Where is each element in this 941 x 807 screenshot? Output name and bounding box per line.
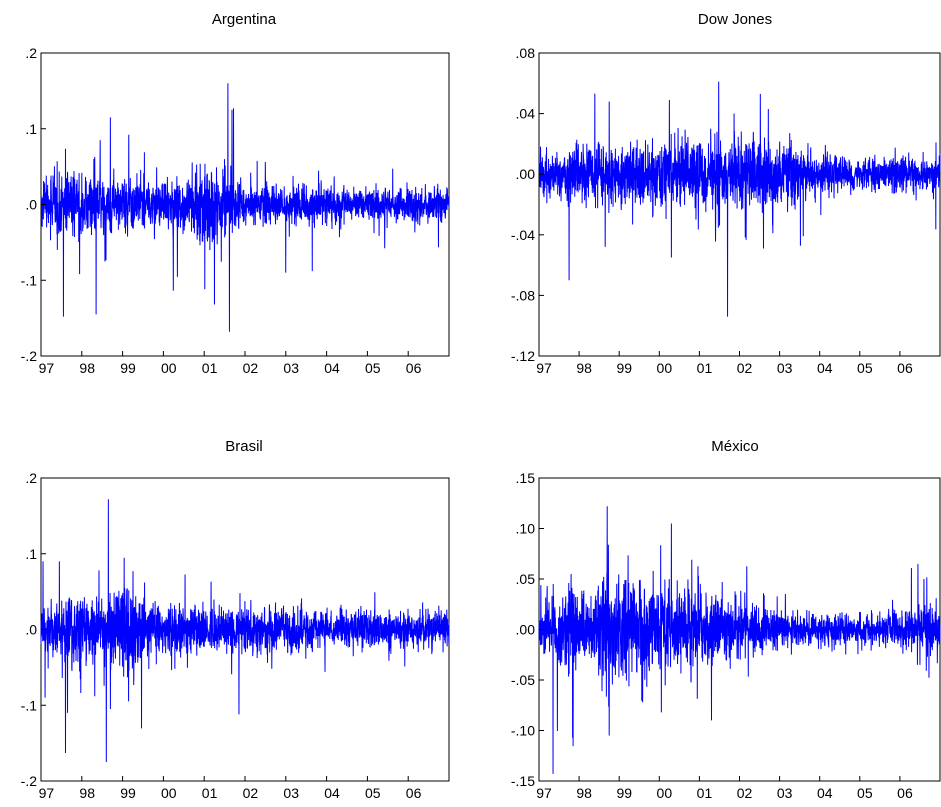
series-group <box>40 499 450 763</box>
x-tick-label: 06 <box>897 360 913 376</box>
x-axis: 97 98 99 00 01 02 03 04 05 06 <box>536 776 913 801</box>
chart-title: México <box>711 438 759 455</box>
x-tick-label: 97 <box>536 360 552 376</box>
plot-frame <box>538 52 941 357</box>
x-tick-label: 02 <box>737 360 753 376</box>
y-tick-label: .1 <box>25 546 37 562</box>
x-tick-label: 06 <box>406 785 422 801</box>
x-tick-label: 97 <box>39 360 55 376</box>
x-tick-label: 00 <box>657 360 673 376</box>
x-tick-label: 99 <box>120 360 136 376</box>
x-axis: 97 98 99 00 01 02 03 04 05 06 <box>39 776 422 801</box>
series-group <box>538 506 941 774</box>
panel-mexico: México .15 .10 .05 .00 -.05 -.10 -.15 97 98 99 00… <box>511 438 941 801</box>
x-tick-label: 99 <box>120 785 136 801</box>
series-group <box>538 81 941 317</box>
series-line <box>538 81 941 317</box>
chart-title: Dow Jones <box>698 11 772 28</box>
y-tick-label: .05 <box>516 571 536 587</box>
y-tick-label: .00 <box>516 622 536 638</box>
x-tick-label: 01 <box>202 785 218 801</box>
y-tick-label: -.10 <box>511 723 535 739</box>
y-tick-label: .2 <box>25 470 37 486</box>
x-tick-label: 03 <box>283 360 299 376</box>
x-axis: 97 98 99 00 01 02 03 04 05 06 <box>536 351 913 376</box>
y-tick-label: -.05 <box>511 672 535 688</box>
chart-title: Argentina <box>212 11 277 28</box>
x-tick-label: 06 <box>406 360 422 376</box>
x-tick-label: 00 <box>161 785 177 801</box>
x-tick-label: 04 <box>817 360 833 376</box>
y-tick-label: -.1 <box>21 697 38 713</box>
panel-brasil: Brasil .2 .1 .0 -.1 -.2 97 98 99 00 01 02 03 04 05 06 <box>21 438 450 801</box>
series-line <box>538 506 941 774</box>
y-tick-label: .10 <box>516 521 536 537</box>
y-tick-label: .1 <box>25 121 37 137</box>
x-tick-label: 06 <box>897 785 913 801</box>
series-line <box>40 499 450 763</box>
x-tick-label: 05 <box>365 785 381 801</box>
y-tick-label: -.12 <box>511 348 535 364</box>
x-tick-label: 98 <box>576 360 592 376</box>
x-tick-label: 99 <box>616 785 632 801</box>
x-tick-label: 03 <box>777 360 793 376</box>
x-tick-label: 01 <box>697 360 713 376</box>
x-tick-label: 04 <box>817 785 833 801</box>
x-tick-label: 98 <box>79 360 95 376</box>
x-tick-label: 02 <box>243 360 259 376</box>
x-tick-label: 97 <box>39 785 55 801</box>
y-tick-label: .04 <box>516 106 536 122</box>
x-tick-label: 03 <box>777 785 793 801</box>
y-tick-label: .0 <box>25 622 37 638</box>
series-group <box>40 83 450 332</box>
x-tick-label: 05 <box>365 360 381 376</box>
y-tick-label: .08 <box>516 45 536 61</box>
x-axis: 97 98 99 00 01 02 03 04 05 06 <box>39 351 422 376</box>
x-tick-label: 98 <box>79 785 95 801</box>
x-tick-label: 02 <box>243 785 259 801</box>
x-tick-label: 03 <box>283 785 299 801</box>
y-tick-label: -.1 <box>21 272 38 288</box>
x-tick-label: 00 <box>161 360 177 376</box>
x-tick-label: 05 <box>857 785 873 801</box>
y-tick-label: .00 <box>516 166 536 182</box>
chart-title: Brasil <box>225 438 263 455</box>
series-line <box>40 83 450 332</box>
panel-dow-jones: Dow Jones .08 .04 .00 -.04 -.08 -.12 97 98 99 00… <box>511 11 941 376</box>
x-tick-label: 04 <box>324 360 340 376</box>
x-tick-label: 04 <box>324 785 340 801</box>
y-axis: .08 .04 .00 -.04 -.08 -.12 <box>511 45 544 364</box>
y-tick-label: .2 <box>25 45 37 61</box>
x-tick-label: 98 <box>576 785 592 801</box>
y-tick-label: -.2 <box>21 773 38 789</box>
y-axis: .2 .1 .0 -.1 -.2 <box>21 470 46 789</box>
y-tick-label: -.2 <box>21 348 38 364</box>
x-tick-label: 99 <box>616 360 632 376</box>
y-tick-label: -.04 <box>511 227 535 243</box>
y-axis: .2 .1 .0 -.1 -.2 <box>21 45 46 364</box>
x-tick-label: 05 <box>857 360 873 376</box>
y-axis: .15 .10 .05 .00 -.05 -.10 -.15 <box>511 470 544 789</box>
x-tick-label: 01 <box>202 360 218 376</box>
panel-argentina: Argentina .2 .1 .0 -.1 -.2 97 98 99 00 01 02 03 04 0… <box>21 11 450 376</box>
x-tick-label: 01 <box>697 785 713 801</box>
y-tick-label: -.08 <box>511 287 535 303</box>
y-tick-label: .0 <box>25 197 37 213</box>
x-tick-label: 97 <box>536 785 552 801</box>
y-tick-label: -.15 <box>511 773 535 789</box>
x-tick-label: 02 <box>737 785 753 801</box>
x-tick-label: 00 <box>657 785 673 801</box>
y-tick-label: .15 <box>516 470 536 486</box>
